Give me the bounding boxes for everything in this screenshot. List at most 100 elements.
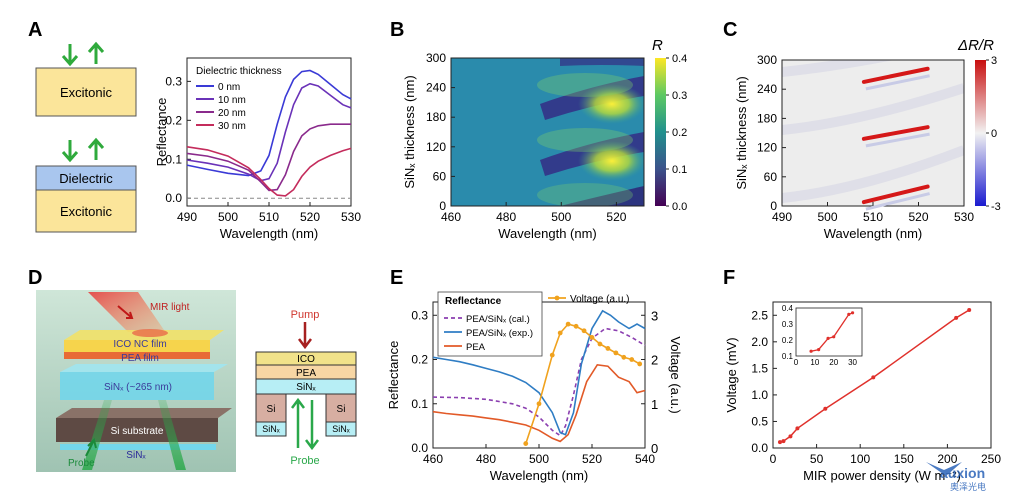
down-arrow-icon [61,140,79,163]
x-tick-label: 520 [606,210,626,224]
down-arrow-icon [305,400,319,451]
x-axis-label: Wavelength (nm) [498,226,597,241]
panel-c-letter: C [723,19,737,41]
x-tick-label: 520 [582,452,602,466]
data-point [967,307,972,312]
colorbar-tick-label: 0.0 [672,201,687,213]
x-tick-label: 100 [850,452,870,466]
excitonic-label: Excitonic [60,85,113,100]
y-tick-label: 60 [764,170,778,184]
y-tick-label: 240 [426,81,446,95]
y2-tick-label: 2 [651,353,658,368]
down-arrow-icon [61,44,79,67]
schematic-ico: ICO [297,354,315,365]
up-arrow-icon [291,397,305,448]
y-tick-label: 1.5 [751,361,768,375]
panel-a-stack-2: Dielectric Excitonic [35,137,137,233]
plane-logo-icon [926,462,962,476]
series-line-1 [186,82,352,182]
up-arrow-icon [87,137,105,160]
legend-marker [554,295,560,301]
x-tick-label: 500 [817,210,837,224]
y-tick-label: 2.0 [751,335,768,349]
y-tick-label: 180 [757,111,777,125]
inset-y-tick-label: 0.2 [782,336,794,345]
chart-a: 490 500 510 520 530 0.0 0.1 0.2 0.3 Wavelength (n… [154,57,361,241]
voltage-point [573,323,579,329]
inset-point [817,348,821,352]
inset-frame [795,307,863,357]
y-axis-label: Reflectance [154,98,169,167]
colorbar-b-ticks: 0.0 0.1 0.2 0.3 0.4 [666,53,687,213]
y-tick-label: 0.2 [411,353,428,367]
feature-blue-2 [865,74,930,91]
x-tick-label: 520 [908,210,928,224]
series-line-2 [432,363,646,443]
x-tick-label: 500 [529,452,549,466]
legend-entry: PEA/SiNₓ (exp.) [466,328,533,339]
x-tick-label: 250 [981,452,1001,466]
series-line-3 [186,146,352,197]
x-tick-label: 150 [894,452,914,466]
probe-beam [82,400,112,470]
inset-x-tick-label: 30 [848,358,857,367]
colorbar-b-label: R [652,37,663,54]
series-line-3 [525,323,641,444]
y-tick-label: 0.1 [411,397,428,411]
probe-beam [158,400,186,470]
excitonic-label: Excitonic [60,204,113,219]
cross-section-schematic: Pump ICO PEA SiNₓ Si Si SiNₓ SiNₓ Probe [255,309,357,467]
feature-red-1 [861,125,930,141]
schematic-si-right: Si [337,404,346,415]
y2-axis-label: Voltage (a.u.) [668,336,683,413]
voltage-point [549,352,555,358]
svg-text:奥泽光电: 奥泽光电 [950,481,986,492]
x-axis-label: Wavelength (nm) [220,226,319,241]
x-tick-label: 490 [177,210,197,224]
sinx-bottom-label: SiNₓ [126,450,146,461]
schematic-probe: Probe [290,455,319,467]
pea-label: PEA film [121,353,159,364]
voltage-point [613,350,619,356]
x-tick-label: 530 [954,210,974,224]
colorbar-tick-label: 0 [991,128,997,140]
voltage-point [523,441,529,446]
x-tick-label: 460 [423,452,443,466]
data-point [795,426,800,431]
legend-entry: 20 nm [218,108,246,119]
y-tick-label: 120 [757,141,777,155]
colorbar-tick-label: 0.2 [672,127,687,139]
sinx-layer-label: SiNₓ (~265 nm) [104,382,172,393]
y-tick-label: 0.0 [411,441,428,455]
y-tick-label: 300 [757,53,777,67]
data-point [871,375,876,380]
schematic-si-left: Si [267,404,276,415]
substrate-label: Si substrate [111,426,164,437]
x-axis-label: MIR power density (W m⁻²) [803,468,961,483]
schematic-pea: PEA [296,368,316,379]
x-tick-label: 490 [772,210,792,224]
y-tick-label: 1.0 [751,388,768,402]
panel-a-letter: A [28,19,42,41]
legend-entry: PEA [466,342,486,353]
colorbar-tick-label: 0.3 [672,90,687,102]
x-tick-label: 510 [863,210,883,224]
heatmap-b [451,58,644,206]
legend-title: Dielectric thickness [196,66,282,77]
schematic-sinx: SiNₓ [296,382,316,393]
inset-x-tick-label: 10 [810,358,819,367]
x-tick-label: 50 [810,452,824,466]
x-tick-label: 0 [770,452,777,466]
y-tick-label: 0.0 [751,441,768,455]
x-tick-label: 500 [551,210,571,224]
inset-chart: 0 10 20 30 0.1 0.2 0.3 0.4 [782,304,863,367]
plot-frame [772,301,992,449]
y-tick-label: 0 [770,199,777,213]
y-tick-label: 0 [439,199,446,213]
inset-x-tick-label: 0 [794,358,799,367]
schematic-sinx-right: SiNₓ [332,424,350,434]
voltage-point [629,357,635,362]
x-tick-label: 460 [441,210,461,224]
legend-title: Reflectance [445,296,502,307]
